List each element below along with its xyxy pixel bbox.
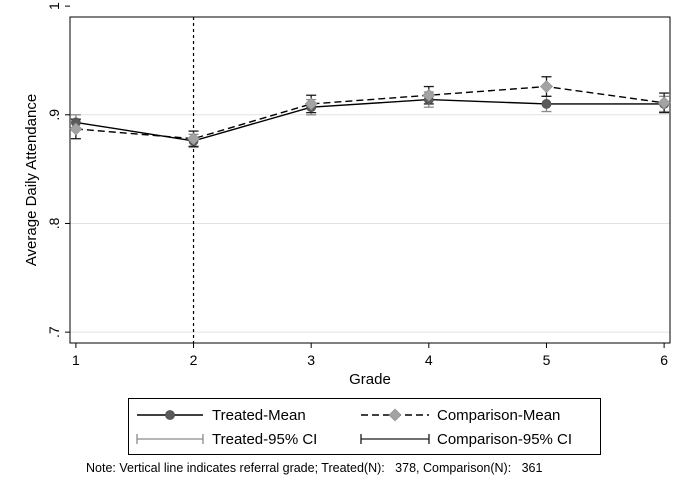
legend-label: Treated-Mean [212,407,306,424]
comparison-mean-point [422,88,436,102]
comparison-mean-point [304,97,318,111]
x-axis-title: Grade [349,371,391,388]
y-tick-label: .7 [46,326,62,338]
legend-label: Comparison-95% CI [437,431,572,448]
comparison-mean-point [187,132,200,146]
y-tick-label: .8 [46,217,62,229]
x-tick-label: 3 [307,352,315,368]
legend-comparison-marker [388,408,402,422]
treated-mean-line [75,98,665,142]
x-tick-label: 6 [660,352,668,368]
comparison-mean-point [540,80,553,93]
legend: Treated-Mean Comparison-Mean Treated-95% C… [128,398,601,455]
legend-label: Treated-95% CI [212,431,317,448]
legend-treated-marker [165,410,175,420]
y-tick-label: .9 [46,109,62,121]
x-tick-label: 4 [425,352,433,368]
comparison-mean-line [75,85,665,140]
footnote: Note: Vertical line indicates referral g… [86,461,543,475]
y-axis-title: Average Daily Attendance [23,94,40,266]
comparison-mean-point [69,122,83,136]
legend-label: Comparison-Mean [437,407,560,424]
plot-frame [69,16,671,344]
x-tick-label: 2 [190,352,198,368]
treated-mean-point [541,99,552,109]
x-tick-label: 5 [543,352,551,368]
comparison-mean-point [657,96,671,110]
y-tick-label: 1 [46,2,62,10]
x-tick-label: 1 [72,352,80,368]
